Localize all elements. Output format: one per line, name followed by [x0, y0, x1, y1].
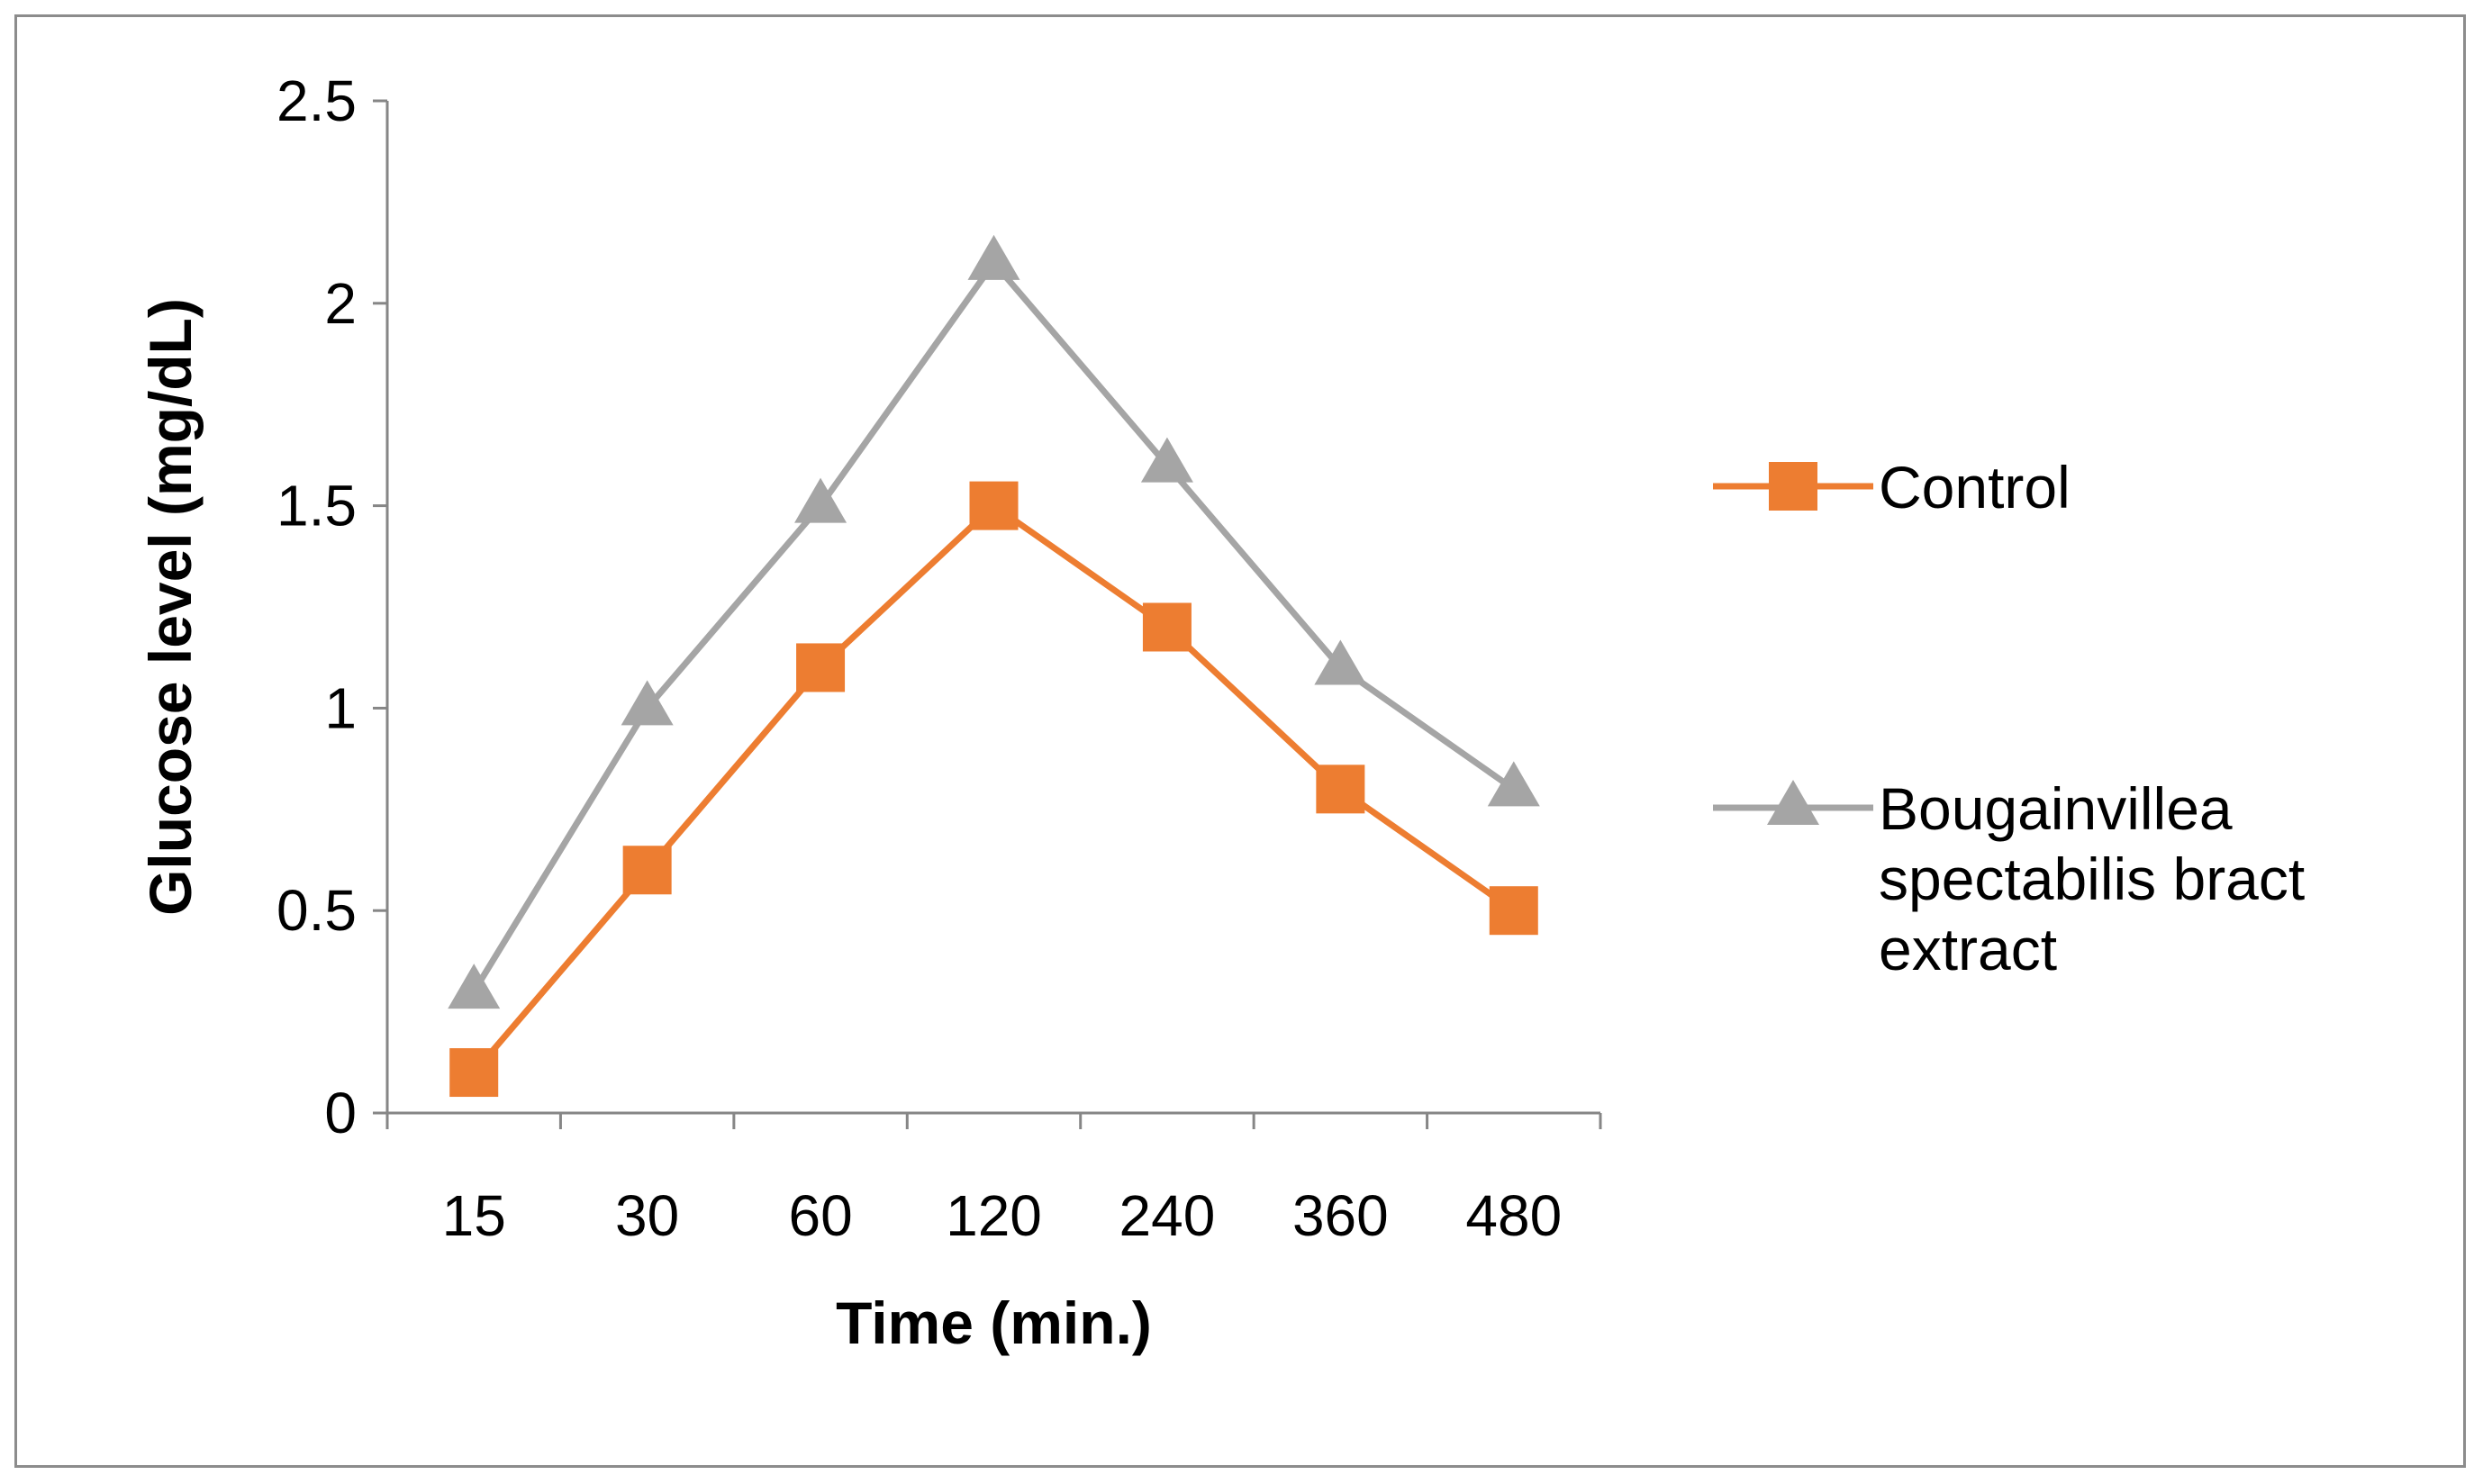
chart-frame: [14, 14, 2466, 1468]
x-tick-label: 120: [946, 1183, 1042, 1248]
legend-marker-control: [1769, 462, 1817, 511]
legend-item-bougainvillea: Bougainvillea spectabilis bract extract: [1713, 775, 2305, 982]
x-tick-label: 60: [788, 1183, 852, 1248]
data-point-bougainvillea: [794, 477, 847, 523]
series: [448, 234, 1540, 1098]
data-point-bougainvillea: [448, 964, 501, 1009]
data-point-bougainvillea: [1140, 437, 1193, 483]
series-bougainvillea: [448, 234, 1540, 1009]
y-tick-label: 0: [324, 1081, 357, 1145]
x-tick-label: 30: [615, 1183, 679, 1248]
y-tick-label: 2: [324, 271, 357, 336]
data-point-control: [969, 481, 1019, 530]
data-point-bougainvillea: [1487, 761, 1540, 807]
ticks: 0 0.5 1 1.5 2 2.5 15 30 60 120 240 360 480: [276, 68, 1602, 1248]
series-control: [449, 481, 1538, 1098]
x-tick-label: 240: [1119, 1183, 1216, 1248]
data-point-bougainvillea: [967, 234, 1020, 280]
legend-label-bougainvillea: Bougainvillea spectabilis bract extract: [1879, 775, 2305, 982]
data-point-bougainvillea: [1314, 639, 1367, 685]
x-axis-title: Time (min.): [836, 1289, 1152, 1356]
data-point-control: [622, 846, 672, 895]
data-point-control: [796, 643, 846, 692]
data-point-control: [449, 1048, 499, 1098]
legend-item-control: Control: [1713, 454, 2071, 520]
data-point-bougainvillea: [621, 680, 674, 726]
data-point-control: [1142, 602, 1192, 652]
x-tick-label: 15: [442, 1183, 506, 1248]
data-point-control: [1316, 765, 1365, 814]
y-tick-label: 2.5: [276, 68, 357, 133]
legend-marker-bougainvillea: [1767, 780, 1819, 825]
legend-label-control: Control: [1879, 454, 2071, 520]
x-tick-label: 360: [1292, 1183, 1389, 1248]
y-tick-label: 1.5: [276, 474, 357, 538]
legend: Control Bougainvillea spectabilis bract ext…: [1713, 454, 2305, 982]
x-tick-label: 480: [1465, 1183, 1562, 1248]
data-point-control: [1489, 886, 1538, 936]
y-tick-label: 1: [324, 675, 357, 740]
y-tick-label: 0.5: [276, 878, 357, 943]
axes: [385, 101, 1600, 1115]
y-axis-title: Glucose level (mg/dL): [137, 298, 204, 916]
